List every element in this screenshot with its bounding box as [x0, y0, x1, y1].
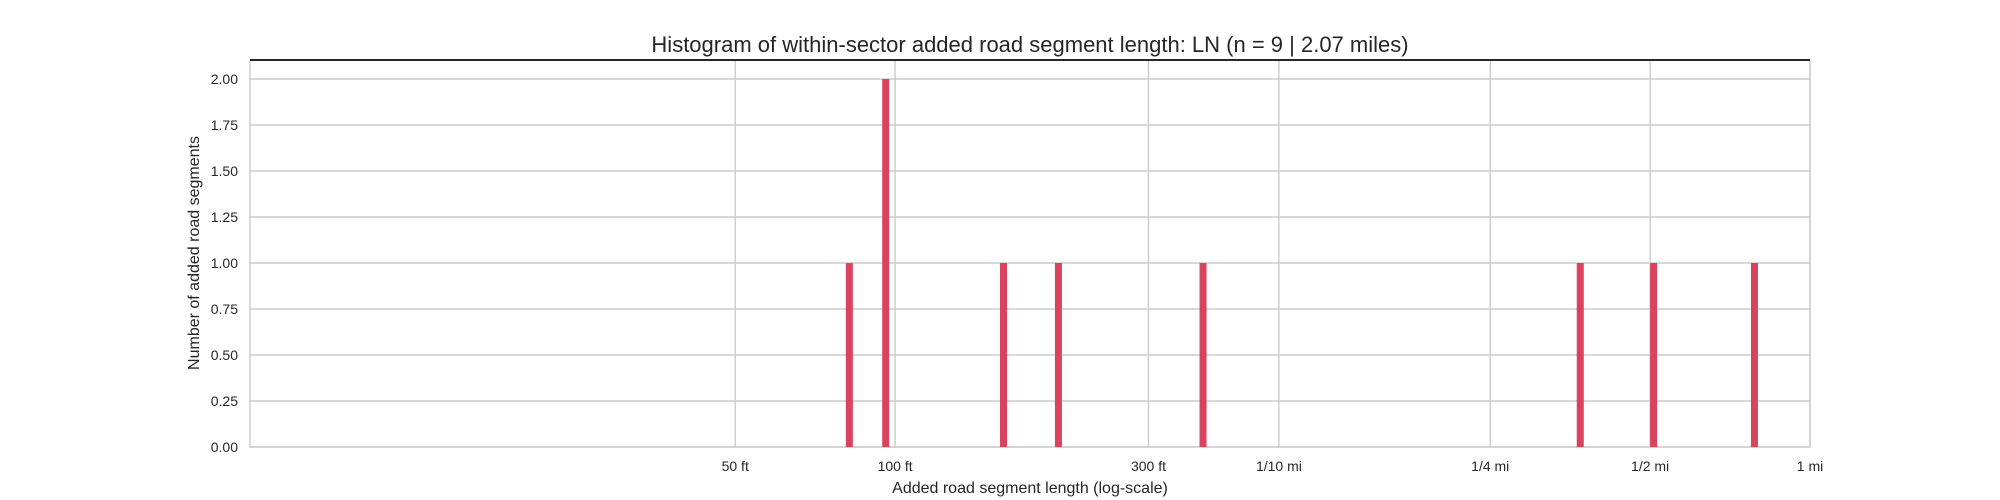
y-tick-label: 0.75 [211, 301, 238, 317]
x-tick-labels: 50 ft 100 ft 300 ft 1/10 mi 1/4 mi 1/2 mi 1 mi [722, 458, 1824, 474]
histogram-bar [1750, 263, 1758, 447]
y-tick-label: 0.00 [211, 439, 238, 455]
y-tick-label: 0.50 [211, 347, 238, 363]
y-axis-label: Number of added road segments [186, 136, 203, 370]
y-tick-label: 1.25 [211, 209, 238, 225]
bars [845, 79, 1758, 447]
x-tick-label: 300 ft [1131, 458, 1166, 474]
gridlines [250, 60, 1811, 448]
histogram-bar [845, 263, 853, 447]
y-tick-label: 1.00 [211, 255, 238, 271]
x-tick-label: 1 mi [1797, 458, 1823, 474]
x-gridlines [734, 60, 1811, 447]
histogram-bar [1054, 263, 1062, 447]
x-tick-label: 50 ft [722, 458, 749, 474]
y-tick-labels: 0.00 0.25 0.50 0.75 1.00 1.25 1.50 1.75 2.00 [211, 71, 238, 455]
y-tick-label: 1.50 [211, 163, 238, 179]
x-tick-label: 1/2 mi [1631, 458, 1669, 474]
chart-title: Histogram of within-sector added road se… [651, 32, 1408, 57]
y-tick-label: 0.25 [211, 393, 238, 409]
histogram-bar [1199, 263, 1207, 447]
x-axis-label: Added road segment length (log-scale) [892, 480, 1168, 497]
x-tick-label: 1/10 mi [1256, 458, 1302, 474]
plot-frame [249, 59, 1811, 448]
histogram-bar [882, 79, 890, 447]
y-tick-label: 1.75 [211, 117, 238, 133]
x-tick-label: 100 ft [878, 458, 913, 474]
histogram-bar [1000, 263, 1008, 447]
y-tick-label: 2.00 [211, 71, 238, 87]
y-gridlines [250, 78, 1810, 448]
x-tick-label: 1/4 mi [1471, 458, 1509, 474]
histogram-bar [1576, 263, 1584, 447]
histogram-bar [1650, 263, 1658, 447]
